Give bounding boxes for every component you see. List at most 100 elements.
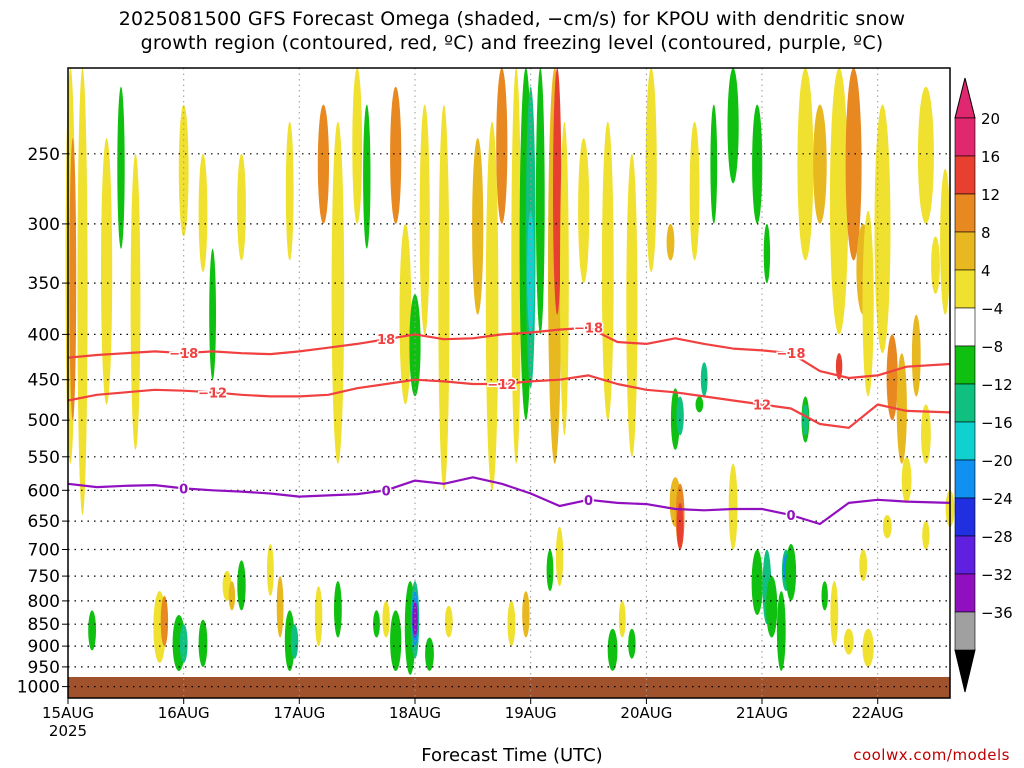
omega-cell-104 xyxy=(785,544,797,601)
omega-cell-31 xyxy=(578,138,590,284)
x-tick-label-3: 18AUG xyxy=(389,704,441,722)
colorbar-seg-13 xyxy=(954,611,976,651)
omega-cell-78 xyxy=(290,624,299,659)
omega-cell-54 xyxy=(676,396,684,436)
omega-cell-2 xyxy=(77,68,88,515)
y-tick-label-400: 400 xyxy=(28,325,60,345)
omega-cell-41 xyxy=(797,68,814,261)
x-tick-label-2: 17AUG xyxy=(273,704,325,722)
omega-cell-94 xyxy=(555,526,564,587)
colorbar-label-9: −20 xyxy=(981,452,1013,470)
omega-cell-79 xyxy=(314,586,323,647)
omega-cell-77 xyxy=(284,610,295,671)
omega-cell-38 xyxy=(727,68,739,184)
omega-cell-13 xyxy=(352,67,363,224)
colorbar-label-5: −4 xyxy=(981,300,1003,318)
colorbar-seg-6 xyxy=(954,345,976,385)
omega-cell-105 xyxy=(821,581,828,611)
colorbar-seg-10 xyxy=(954,497,976,537)
y-tick-label-700: 700 xyxy=(28,541,60,561)
x-tick-label-4: 19AUG xyxy=(505,704,557,722)
colorbar-seg-0 xyxy=(954,117,976,157)
omega-cell-33 xyxy=(626,153,638,457)
colorbar-seg-11 xyxy=(954,535,976,575)
omega-cell-17 xyxy=(409,294,421,397)
omega-cell-108 xyxy=(830,581,839,647)
contour-label-0-0: −18 xyxy=(169,347,198,362)
colorbar-seg-7 xyxy=(954,383,976,423)
omega-cell-10 xyxy=(285,121,294,261)
omega-cell-95 xyxy=(607,628,618,671)
watermark: coolwx.com/models xyxy=(853,746,1010,764)
omega-cell-1 xyxy=(69,138,77,421)
x-tick-label-5: 20AUG xyxy=(620,704,672,722)
omega-cell-100 xyxy=(766,576,778,638)
omega-cell-76 xyxy=(276,576,284,638)
colorbar-label-10: −24 xyxy=(981,490,1013,508)
omega-cell-39 xyxy=(752,104,763,224)
omega-cell-37 xyxy=(710,104,718,224)
omega-cell-34 xyxy=(645,68,657,272)
colorbar-label-1: 16 xyxy=(981,148,1000,166)
omega-cell-112 xyxy=(901,456,912,503)
omega-cell-63 xyxy=(835,353,843,380)
omega-cell-5 xyxy=(130,153,141,450)
colorbar: 20 16 12 8 4 −4 −8 −12 −16 −20 −24 −28 −32 −36 xyxy=(954,77,1013,693)
y-tick-label-300: 300 xyxy=(28,215,60,235)
chart-title-line2: growth region (contoured, red, ºC) and f… xyxy=(140,32,884,54)
colorbar-label-6: −8 xyxy=(981,338,1003,356)
omega-cell-23 xyxy=(511,68,522,464)
y-tick-label-800: 800 xyxy=(28,592,60,612)
omega-cell-22 xyxy=(496,67,508,224)
colorbar-label-7: −12 xyxy=(981,376,1013,394)
omega-cell-3 xyxy=(101,138,113,405)
pressure-axis: 2503003504004505005506006507007508008509… xyxy=(17,145,68,698)
omega-cell-110 xyxy=(882,515,892,539)
y-tick-label-550: 550 xyxy=(28,448,60,468)
y-tick-label-900: 900 xyxy=(28,637,60,657)
omega-cell-27 xyxy=(535,68,545,335)
omega-cell-6 xyxy=(178,104,189,237)
omega-cell-68 xyxy=(160,596,169,647)
y-tick-label-750: 750 xyxy=(28,567,60,587)
y-tick-label-850: 850 xyxy=(28,615,60,635)
contour-label-2-1: 0 xyxy=(382,484,391,499)
omega-cell-98 xyxy=(751,549,763,615)
omega-cell-16 xyxy=(399,223,412,405)
omega-cell-56 xyxy=(700,362,708,397)
omega-cell-12 xyxy=(331,121,345,464)
omega-shading xyxy=(65,67,955,675)
y-tick-label-600: 600 xyxy=(28,481,60,501)
colorbar-seg-1 xyxy=(954,155,976,195)
omega-cell-106 xyxy=(843,628,854,655)
contour-label-1-2: 12 xyxy=(753,399,771,414)
omega-cell-83 xyxy=(390,610,402,671)
omega-cell-36 xyxy=(689,121,700,261)
colorbar-seg-5 xyxy=(954,307,976,347)
chart-title-line1: 2025081500 GFS Forecast Omega (shaded, −… xyxy=(118,8,906,30)
omega-cell-70 xyxy=(179,624,188,663)
omega-cell-89 xyxy=(444,605,453,638)
omega-cell-7 xyxy=(198,153,208,272)
omega-cell-90 xyxy=(507,600,516,647)
omega-cell-97 xyxy=(628,628,636,659)
omega-cell-8 xyxy=(209,248,217,380)
omega-cell-88 xyxy=(425,637,434,671)
contour-line-0 xyxy=(67,326,951,380)
omega-cell-43 xyxy=(829,68,849,335)
omega-cell-52 xyxy=(862,210,874,397)
colorbar-label-4: 4 xyxy=(981,262,991,280)
colorbar-seg-12 xyxy=(954,573,976,613)
omega-cell-19 xyxy=(438,104,450,491)
omega-cell-9 xyxy=(237,153,246,261)
omega-cell-55 xyxy=(695,396,704,413)
omega-cell-29 xyxy=(553,67,562,315)
omega-cell-109 xyxy=(859,549,868,582)
colorbar-extend-bottom xyxy=(954,649,976,693)
omega-cell-40 xyxy=(763,223,771,284)
omega-cell-15 xyxy=(390,86,402,224)
colorbar-label-11: −28 xyxy=(981,528,1013,546)
omega-cell-73 xyxy=(228,581,236,611)
